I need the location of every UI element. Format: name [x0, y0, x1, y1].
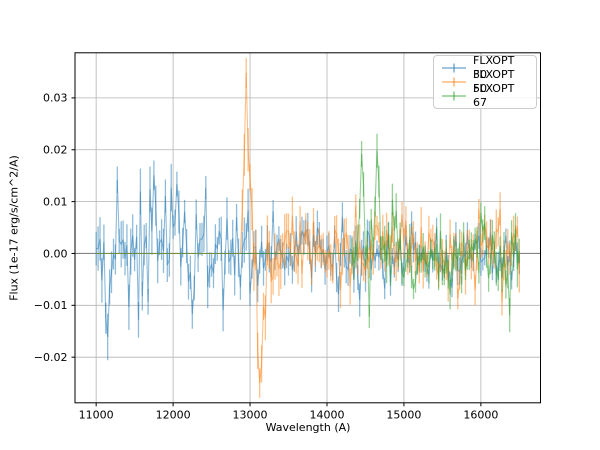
x-tick-label: 12000 [156, 408, 191, 421]
line-flxopt-67 [96, 150, 520, 317]
y-tick-label: −0.02 [34, 351, 68, 364]
y-tick-label: 0.00 [43, 247, 68, 260]
legend-label: FLXOPT 67 [473, 82, 515, 109]
legend-entry: FLXOPT 30 [441, 54, 529, 81]
legend-entry: FLXOPT 50 [441, 68, 529, 95]
y-tick-label: 0.01 [43, 195, 68, 208]
y-tick-label: −0.01 [34, 299, 68, 312]
x-tick-label: 16000 [463, 408, 498, 421]
errorbar-marker-icon [442, 77, 466, 87]
x-tick-label: 14000 [309, 408, 344, 421]
y-tick-label: 0.02 [43, 144, 68, 157]
errorbar-marker-icon [442, 63, 466, 73]
axes-spines [74, 52, 541, 404]
ticks: 11000 12000 13000 14000 15000 16000 −0.02 −0.01… [34, 92, 499, 422]
x-tick-label: 11000 [79, 408, 114, 421]
legend-label: FLXOPT 50 [473, 68, 515, 95]
legend: FLXOPT 30 FLXOPT 50 FLXOPT 67 [433, 54, 537, 109]
errorbar-marker-icon [442, 91, 466, 101]
legend-label: FLXOPT 30 [473, 54, 515, 81]
series-group [95, 57, 520, 398]
legend-entry: FLXOPT 67 [441, 82, 529, 109]
x-axis-label: Wavelength (A) [265, 421, 351, 434]
y-axis-label: Flux (1e-17 erg/s/cm^2/A) [7, 155, 21, 301]
y-tick-label: 0.03 [43, 92, 68, 105]
x-tick-label: 13000 [233, 408, 268, 421]
x-tick-label: 15000 [386, 408, 421, 421]
